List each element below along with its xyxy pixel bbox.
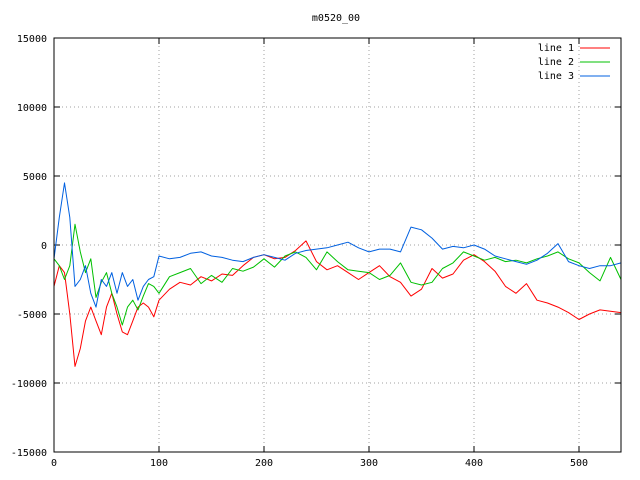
y-tick-label: -10000 <box>11 379 47 390</box>
plot-frame <box>53 37 622 453</box>
y-tick-label: -5000 <box>17 310 47 321</box>
series-line-2 <box>53 223 622 326</box>
x-tick-label: 100 <box>150 458 168 469</box>
x-tick-label: 0 <box>51 458 57 469</box>
x-tick-label: 300 <box>360 458 378 469</box>
x-tick-label: 400 <box>465 458 483 469</box>
chart-title: m0520_00 <box>312 13 360 24</box>
y-tick-label: 0 <box>41 241 47 252</box>
legend-label-1: line 1 <box>538 43 574 54</box>
y-tick-label: 10000 <box>17 103 47 114</box>
legend: line 1 line 2 line 3 <box>538 43 610 82</box>
x-tick-label: 500 <box>570 458 588 469</box>
legend-label-3: line 3 <box>538 71 574 82</box>
y-tick-label: -15000 <box>11 448 47 459</box>
series-lines <box>53 182 622 367</box>
y-tick-label: 5000 <box>23 172 47 183</box>
grid <box>54 38 621 452</box>
y-tick-label: 15000 <box>17 34 47 45</box>
axes: -15000 -10000 -5000 0 5000 10000 15000 0 100 200 3… <box>11 34 621 469</box>
x-tick-label: 200 <box>255 458 273 469</box>
series-line-1 <box>53 240 622 367</box>
series-line-3 <box>53 182 622 308</box>
legend-label-2: line 2 <box>538 57 574 68</box>
